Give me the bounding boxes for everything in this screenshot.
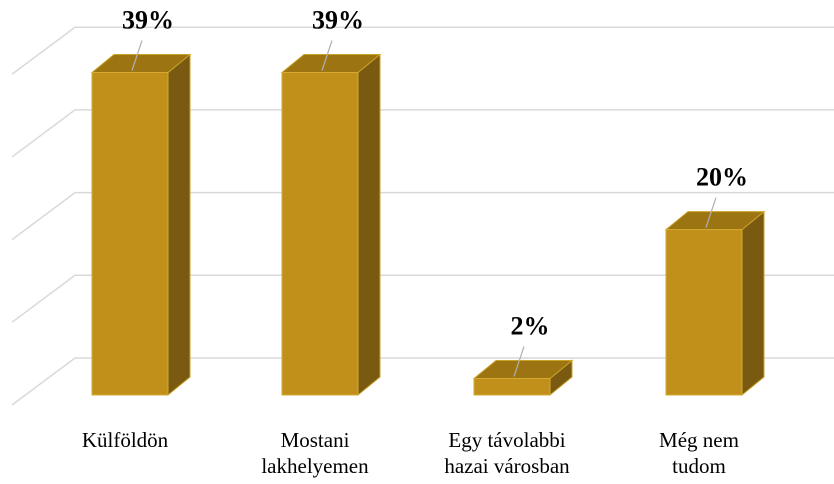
data-label: 39% bbox=[312, 6, 364, 35]
bar bbox=[90, 53, 192, 397]
x-tick-label: Külföldön bbox=[81, 428, 169, 452]
bar bbox=[664, 210, 766, 397]
bar-side bbox=[167, 53, 191, 397]
grid-line bbox=[11, 191, 834, 241]
bar-front bbox=[665, 229, 743, 396]
bar-front bbox=[91, 72, 169, 396]
x-tick-label: Mostani lakhelyemen bbox=[261, 428, 369, 478]
bar-front bbox=[473, 377, 551, 396]
leader-line bbox=[705, 197, 717, 228]
bar bbox=[472, 359, 574, 397]
leader-line bbox=[513, 346, 525, 377]
grid-line bbox=[11, 357, 834, 406]
data-label: 39% bbox=[122, 6, 174, 35]
leader-line bbox=[321, 40, 333, 71]
bar bbox=[280, 53, 382, 397]
data-label: 20% bbox=[696, 163, 748, 192]
grid-line bbox=[11, 109, 834, 158]
grid-line bbox=[11, 26, 834, 75]
x-tick-label: Még nem tudom bbox=[659, 428, 739, 478]
bar-side bbox=[357, 53, 381, 397]
bar-side bbox=[741, 210, 765, 397]
x-tick-label: Egy távolabbi hazai városban bbox=[444, 428, 570, 478]
leader-line bbox=[131, 40, 143, 71]
bar-front bbox=[281, 72, 359, 396]
data-label: 2% bbox=[511, 311, 550, 340]
grid-line bbox=[11, 274, 834, 323]
